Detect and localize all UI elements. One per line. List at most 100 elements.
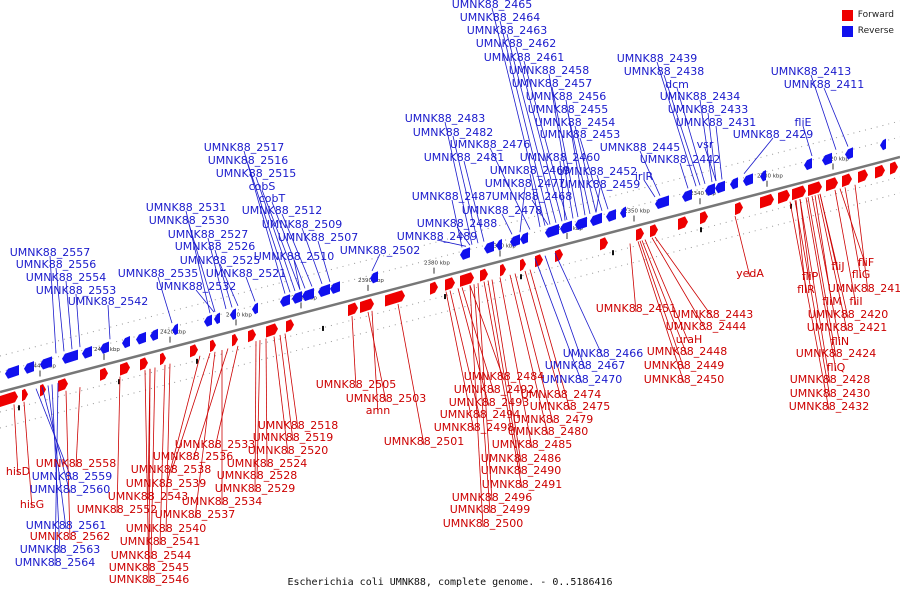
gene-label[interactable]: UMNK88_2454 xyxy=(535,116,615,129)
gene-label[interactable]: UMNK88_2521 xyxy=(206,267,286,280)
gene-label[interactable]: UMNK88_2531 xyxy=(146,201,226,214)
gene-label[interactable]: UMNK88_2464 xyxy=(460,11,540,24)
reverse-gene[interactable] xyxy=(845,147,853,160)
gene-label[interactable]: UMNK88_2525 xyxy=(180,254,260,267)
gene-label[interactable]: fliI xyxy=(849,295,862,308)
gene-label[interactable]: UMNK88_2541 xyxy=(120,535,200,548)
gene-label[interactable]: UMNK88_2479 xyxy=(513,413,593,426)
reverse-gene[interactable] xyxy=(743,173,753,186)
gene-label[interactable]: UMNK88_2552 xyxy=(77,503,157,516)
gene-label[interactable]: hisG xyxy=(20,498,44,511)
reverse-gene[interactable] xyxy=(510,234,520,247)
reverse-gene[interactable] xyxy=(705,183,715,196)
gene-label[interactable]: UMNK88_2421 xyxy=(807,321,887,334)
gene-label[interactable]: UMNK88_2474 xyxy=(521,388,601,401)
gene-label[interactable]: UMNK88_2463 xyxy=(467,24,547,37)
gene-label[interactable]: UMNK88_2493 xyxy=(449,396,529,409)
reverse-gene[interactable] xyxy=(292,291,302,304)
gene-label[interactable]: UMNK88_2540 xyxy=(126,522,206,535)
gene-label[interactable]: fliG xyxy=(852,268,871,281)
gene-label[interactable]: UMNK88_2430 xyxy=(790,387,870,400)
gene-label[interactable]: UMNK88_2557 xyxy=(10,246,90,259)
gene-label[interactable]: UMNK88_2467 xyxy=(545,359,625,372)
gene-label[interactable]: UMNK88_2461 xyxy=(484,51,564,64)
gene-label[interactable]: cobS xyxy=(249,180,276,193)
gene-label[interactable]: UMNK88_2417 xyxy=(828,282,900,295)
gene-label[interactable]: UMNK88_2501 xyxy=(384,435,464,448)
gene-label[interactable]: UMNK88_2496 xyxy=(452,491,532,504)
gene-label[interactable]: UMNK88_2564 xyxy=(15,556,95,569)
gene-label[interactable]: UMNK88_2562 xyxy=(30,530,110,543)
reverse-gene[interactable] xyxy=(496,238,502,251)
reverse-gene[interactable] xyxy=(484,241,494,254)
forward-gene[interactable] xyxy=(842,173,852,188)
gene-label[interactable]: UMNK88_2553 xyxy=(36,284,116,297)
reverse-gene[interactable] xyxy=(370,271,378,284)
gene-label[interactable]: UMNK88_2563 xyxy=(20,543,100,556)
gene-label[interactable]: fliJ xyxy=(831,260,844,273)
gene-label[interactable]: UMNK88_2455 xyxy=(528,103,608,116)
gene-label[interactable]: UMNK88_2429 xyxy=(733,128,813,141)
forward-gene[interactable] xyxy=(120,362,130,376)
forward-gene[interactable] xyxy=(858,169,868,183)
gene-label[interactable]: UMNK88_2510 xyxy=(254,250,334,263)
forward-gene[interactable] xyxy=(826,177,838,192)
gene-label[interactable]: UMNK88_2457 xyxy=(512,77,592,90)
gene-label[interactable]: UMNK88_2452 xyxy=(557,165,637,178)
gene-label[interactable]: UMNK88_2485 xyxy=(492,438,572,451)
gene-label[interactable]: UMNK88_2502 xyxy=(340,244,420,257)
gene-label[interactable]: UMNK88_2494 xyxy=(440,408,520,421)
reverse-gene[interactable] xyxy=(545,224,559,238)
gene-label[interactable]: UMNK88_2520 xyxy=(248,444,328,457)
gene-label[interactable]: UMNK88_2512 xyxy=(242,204,322,217)
gene-label[interactable]: fliR xyxy=(797,283,815,296)
forward-gene[interactable] xyxy=(248,329,256,343)
forward-gene[interactable] xyxy=(348,302,358,317)
gene-label[interactable]: UMNK88_2431 xyxy=(676,116,756,129)
gene-label[interactable]: UMNK88_2477 xyxy=(485,177,565,190)
gene-label[interactable]: dcm xyxy=(665,78,689,91)
gene-label[interactable]: UMNK88_2466 xyxy=(563,347,643,360)
gene-label[interactable]: UMNK88_2413 xyxy=(771,65,851,78)
gene-label[interactable]: UMNK88_2470 xyxy=(542,373,622,386)
gene-label[interactable]: UMNK88_2516 xyxy=(208,154,288,167)
gene-label[interactable]: UMNK88_2558 xyxy=(36,457,116,470)
reverse-gene[interactable] xyxy=(136,331,146,345)
forward-gene[interactable] xyxy=(100,367,108,381)
gene-label[interactable]: UMNK88_2476 xyxy=(450,138,530,151)
gene-label[interactable]: UMNK88_2439 xyxy=(617,52,697,65)
gene-label[interactable]: UMNK88_2500 xyxy=(443,517,523,530)
gene-label[interactable]: UMNK88_2507 xyxy=(278,231,358,244)
forward-gene[interactable] xyxy=(232,333,238,347)
gene-label[interactable]: UMNK88_2535 xyxy=(118,267,198,280)
forward-gene[interactable] xyxy=(808,181,822,197)
gene-label[interactable]: UMNK88_2489 xyxy=(397,230,477,243)
forward-gene[interactable] xyxy=(190,344,198,358)
gene-label[interactable]: UMNK88_2528 xyxy=(217,469,297,482)
forward-gene[interactable] xyxy=(160,352,166,366)
forward-gene[interactable] xyxy=(700,211,708,225)
reverse-gene[interactable] xyxy=(460,247,470,260)
reverse-gene[interactable] xyxy=(172,323,178,336)
forward-gene[interactable] xyxy=(22,388,28,402)
reverse-gene[interactable] xyxy=(82,345,92,359)
forward-gene[interactable] xyxy=(520,258,526,272)
forward-gene[interactable] xyxy=(636,227,644,241)
gene-label[interactable]: UMNK88_2559 xyxy=(32,470,112,483)
gene-label[interactable]: UMNK88_2542 xyxy=(68,295,148,308)
forward-gene[interactable] xyxy=(778,189,790,204)
gene-label[interactable]: UMNK88_2469 xyxy=(490,164,570,177)
gene-label[interactable]: UMNK88_2524 xyxy=(227,457,307,470)
reverse-gene[interactable] xyxy=(230,308,236,320)
gene-label[interactable]: UMNK88_2498 xyxy=(434,421,514,434)
reverse-gene[interactable] xyxy=(302,288,314,302)
reverse-gene[interactable] xyxy=(24,361,34,374)
gene-label[interactable]: UMNK88_2434 xyxy=(660,90,740,103)
reverse-gene[interactable] xyxy=(730,177,738,190)
reverse-gene[interactable] xyxy=(40,356,52,370)
gene-label[interactable]: amn xyxy=(366,404,390,417)
gene-label[interactable]: UMNK88_2432 xyxy=(789,400,869,413)
reverse-gene[interactable] xyxy=(606,209,616,222)
gene-label[interactable]: UMNK88_2503 xyxy=(346,392,426,405)
gene-label[interactable]: UMNK88_2444 xyxy=(666,320,746,333)
